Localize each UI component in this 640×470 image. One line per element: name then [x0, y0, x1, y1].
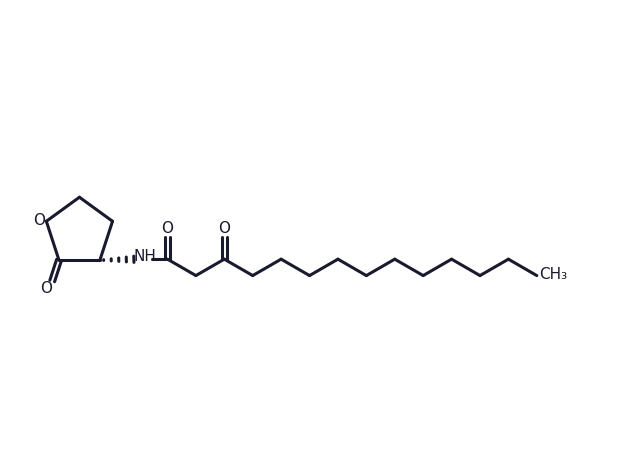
Text: O: O [161, 221, 173, 236]
Text: NH: NH [133, 249, 156, 264]
Text: O: O [218, 221, 230, 236]
Text: O: O [33, 213, 45, 228]
Text: CH₃: CH₃ [539, 267, 567, 282]
Text: O: O [40, 282, 52, 297]
